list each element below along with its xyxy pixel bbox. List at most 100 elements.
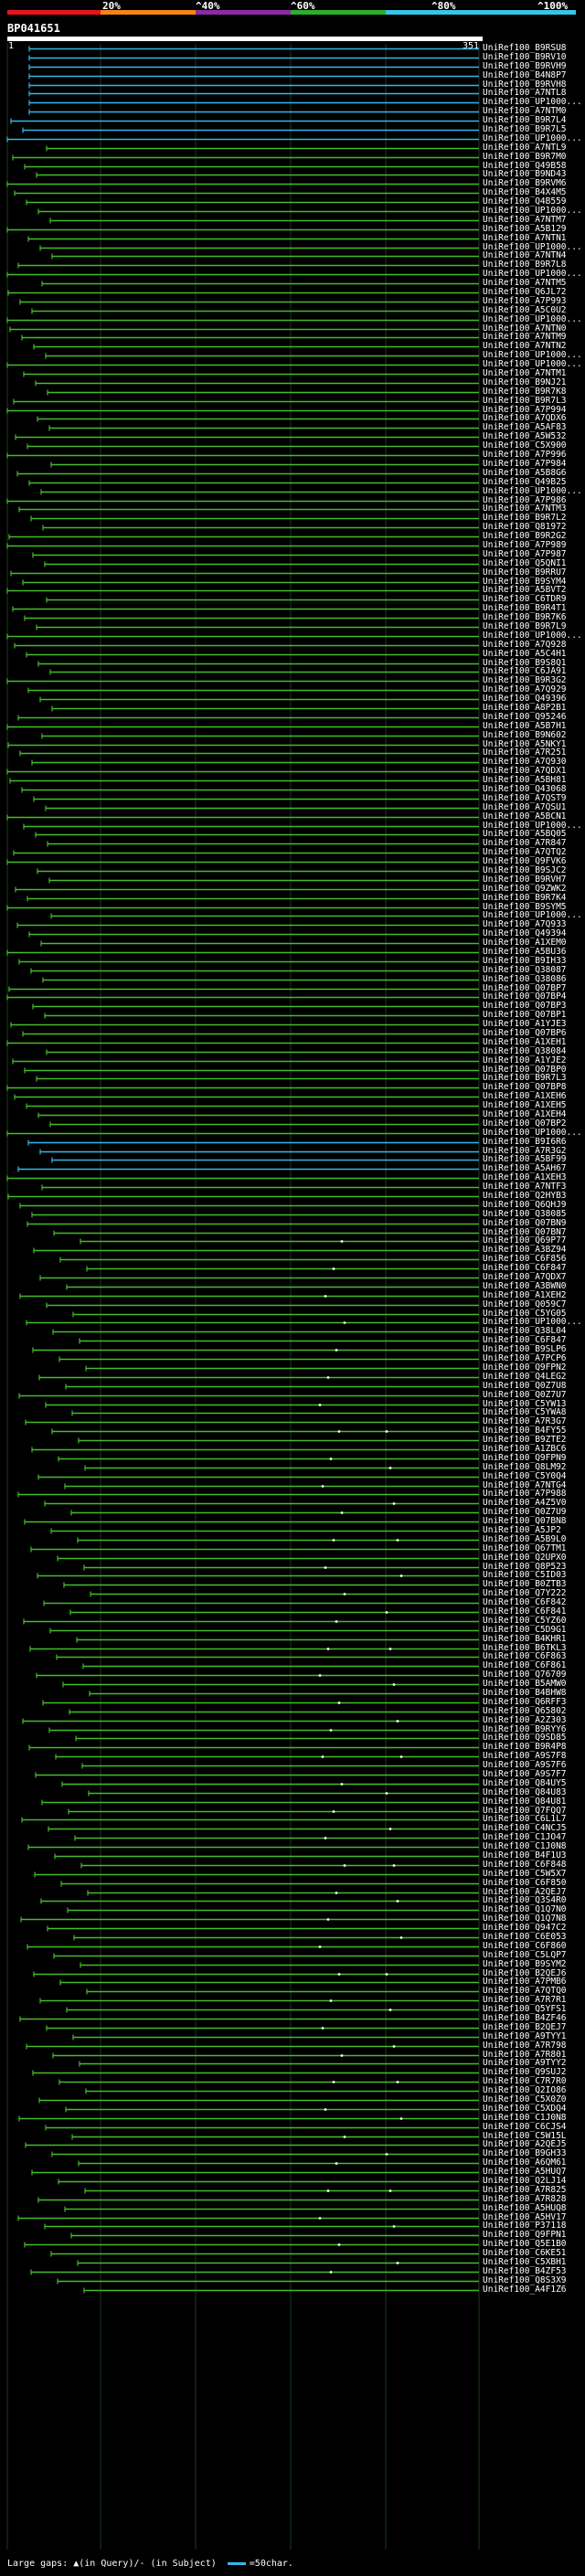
hit-label[interactable]: UniRef100_A7R828 xyxy=(483,2194,567,2204)
hit-label[interactable]: UniRef100_Q8P523 xyxy=(483,1562,567,1572)
hit-label[interactable]: UniRef100_A7P986 xyxy=(483,495,567,505)
hit-label[interactable]: UniRef100_Q5E1B0 xyxy=(483,2239,567,2249)
hit-label[interactable]: UniRef100_UP1000... xyxy=(483,206,582,216)
hit-label[interactable]: UniRef100_A7NTL8 xyxy=(483,88,567,98)
hit-label[interactable]: UniRef100_Q7Y222 xyxy=(483,1588,567,1598)
hit-label[interactable]: UniRef100_Q49B25 xyxy=(483,477,567,487)
hit-label[interactable]: UniRef100_Q07BP8 xyxy=(483,1082,567,1092)
hit-label[interactable]: UniRef100_Q8S3X9 xyxy=(483,2275,567,2285)
hit-label[interactable]: UniRef100_Q6QHJ9 xyxy=(483,1200,567,1210)
hit-label[interactable]: UniRef100_C5YWA8 xyxy=(483,1407,567,1417)
hit-label[interactable]: UniRef100_C6JA91 xyxy=(483,666,567,676)
hit-label[interactable]: UniRef100_A7QST9 xyxy=(483,793,567,803)
hit-label[interactable]: UniRef100_B9R7L5 xyxy=(483,124,567,134)
hit-label[interactable]: UniRef100_A7R3G7 xyxy=(483,1416,567,1426)
hit-label[interactable]: UniRef100_Q9FPN1 xyxy=(483,2230,567,2240)
hit-label[interactable]: UniRef100_Q07BP6 xyxy=(483,1028,567,1038)
hit-label[interactable]: UniRef100_B9I6R6 xyxy=(483,1137,567,1147)
hit-label[interactable]: UniRef100_B4ZF46 xyxy=(483,2013,567,2023)
hit-label[interactable]: UniRef100_A7QSU1 xyxy=(483,802,567,812)
hit-label[interactable]: UniRef100_B9R7L8 xyxy=(483,260,567,270)
hit-label[interactable]: UniRef100_A1XEM0 xyxy=(483,938,567,948)
hit-label[interactable]: UniRef100_Q6JL72 xyxy=(483,287,567,297)
hit-label[interactable]: UniRef100_C5X900 xyxy=(483,440,567,451)
hit-label[interactable]: UniRef100_A7P989 xyxy=(483,540,567,550)
hit-label[interactable]: UniRef100_C5W15L xyxy=(483,2131,567,2141)
hit-label[interactable]: UniRef100_UP1000... xyxy=(483,910,582,920)
hit-label[interactable]: UniRef100_B9IH33 xyxy=(483,956,567,966)
hit-label[interactable]: UniRef100_A7P994 xyxy=(483,405,567,415)
hit-label[interactable]: UniRef100_C5YW13 xyxy=(483,1399,567,1409)
hit-label[interactable]: UniRef100_C5D9G1 xyxy=(483,1625,567,1635)
hit-label[interactable]: UniRef100_B6TKL3 xyxy=(483,1643,567,1653)
hit-label[interactable]: UniRef100_Q3S4R0 xyxy=(483,1895,567,1905)
hit-label[interactable]: UniRef100_A7QDX1 xyxy=(483,766,567,776)
hit-label[interactable]: UniRef100_A5BU36 xyxy=(483,947,567,957)
hit-label[interactable]: UniRef100_A5JP2 xyxy=(483,1525,561,1535)
hit-label[interactable]: UniRef100_Q947C2 xyxy=(483,1923,567,1933)
hit-label[interactable]: UniRef100_A1XEH2 xyxy=(483,1290,567,1300)
hit-label[interactable]: UniRef100_C6F856 xyxy=(483,1254,567,1264)
hit-label[interactable]: UniRef100_B9ND43 xyxy=(483,169,567,179)
hit-label[interactable]: UniRef100_A5B8G6 xyxy=(483,468,567,478)
hit-label[interactable]: UniRef100_UP1000... xyxy=(483,486,582,496)
hit-label[interactable]: UniRef100_A1XEH6 xyxy=(483,1091,567,1101)
hit-label[interactable]: UniRef100_Q2UPX0 xyxy=(483,1553,567,1563)
hit-label[interactable]: UniRef100_A5C4H1 xyxy=(483,649,567,659)
hit-label[interactable]: UniRef100_Q5YFS1 xyxy=(483,2004,567,2014)
hit-label[interactable]: UniRef100_C5W5X7 xyxy=(483,1869,567,1879)
hit-label[interactable]: UniRef100_B4X4M5 xyxy=(483,187,567,197)
hit-label[interactable]: UniRef100_Q38085 xyxy=(483,1209,567,1219)
hit-label[interactable]: UniRef100_A5HV17 xyxy=(483,2212,567,2222)
hit-label[interactable]: UniRef100_Q65802 xyxy=(483,1706,567,1716)
hit-label[interactable]: UniRef100_Q9FPN2 xyxy=(483,1362,567,1373)
hit-label[interactable]: UniRef100_C6F860 xyxy=(483,1941,567,1951)
hit-label[interactable]: UniRef100_C6F847 xyxy=(483,1263,567,1273)
hit-label[interactable]: UniRef100_UP1000... xyxy=(483,350,582,360)
hit-label[interactable]: UniRef100_A5HUQ7 xyxy=(483,2167,567,2177)
hit-label[interactable]: UniRef100_A5W532 xyxy=(483,431,567,441)
hit-label[interactable]: UniRef100_B9SJC2 xyxy=(483,865,567,875)
hit-label[interactable]: UniRef100_Q5QNI1 xyxy=(483,558,567,568)
hit-label[interactable]: UniRef100_A5AF83 xyxy=(483,422,567,432)
hit-label[interactable]: UniRef100_A8P2B1 xyxy=(483,703,567,713)
hit-label[interactable]: UniRef100_UP1000... xyxy=(483,133,582,143)
hit-label[interactable]: UniRef100_A5BVT2 xyxy=(483,585,567,595)
hit-label[interactable]: UniRef100_B9RRU7 xyxy=(483,567,567,578)
hit-label[interactable]: UniRef100_C5YZ60 xyxy=(483,1616,567,1626)
hit-label[interactable]: UniRef100_A7QTQ0 xyxy=(483,1986,567,1996)
hit-label[interactable]: UniRef100_A7NTM0 xyxy=(483,106,567,116)
hit-label[interactable]: UniRef100_Q07BP0 xyxy=(483,1065,567,1075)
hit-label[interactable]: UniRef100_A7QTQ2 xyxy=(483,847,567,857)
hit-label[interactable]: UniRef100_Q7FQQ7 xyxy=(483,1806,567,1816)
hit-label[interactable]: UniRef100_A5BF99 xyxy=(483,1154,567,1164)
hit-label[interactable]: UniRef100_Q76709 xyxy=(483,1670,567,1680)
hit-label[interactable]: UniRef100_A5BQ05 xyxy=(483,829,567,839)
hit-label[interactable]: UniRef100_C1J0N8 xyxy=(483,1841,567,1851)
hit-label[interactable]: UniRef100_A7Q928 xyxy=(483,640,567,650)
hit-label[interactable]: UniRef100_A7NTN1 xyxy=(483,233,567,243)
hit-label[interactable]: UniRef100_C5YG05 xyxy=(483,1309,567,1319)
hit-label[interactable]: UniRef100_B9R2G2 xyxy=(483,531,567,541)
hit-label[interactable]: UniRef100_Q49B58 xyxy=(483,161,567,171)
hit-label[interactable]: UniRef100_Q2IO86 xyxy=(483,2085,567,2095)
hit-label[interactable]: UniRef100_C6TDR9 xyxy=(483,594,567,604)
hit-label[interactable]: UniRef100_A7Q933 xyxy=(483,919,567,929)
hit-label[interactable]: UniRef100_A9TYY1 xyxy=(483,2031,567,2041)
hit-label[interactable]: UniRef100_C6KE51 xyxy=(483,2248,567,2258)
hit-label[interactable]: UniRef100_A7Q929 xyxy=(483,684,567,694)
hit-label[interactable]: UniRef100_Q49396 xyxy=(483,694,567,704)
hit-label[interactable]: UniRef100_Q43068 xyxy=(483,784,567,794)
hit-label[interactable]: UniRef100_B9R7K4 xyxy=(483,893,567,903)
hit-label[interactable]: UniRef100_B9RSU8 xyxy=(483,43,567,53)
hit-label[interactable]: UniRef100_C4NCJ5 xyxy=(483,1823,567,1833)
hit-label[interactable]: UniRef100_C6L1L7 xyxy=(483,1814,567,1824)
hit-label[interactable]: UniRef100_UP1000... xyxy=(483,821,582,831)
hit-label[interactable]: UniRef100_B5AMW0 xyxy=(483,1679,567,1689)
hit-label[interactable]: UniRef100_Q07BP2 xyxy=(483,1118,567,1129)
hit-label[interactable]: UniRef100_B9R7L3 xyxy=(483,396,567,406)
hit-label[interactable]: UniRef100_C6F848 xyxy=(483,1860,567,1870)
hit-label[interactable]: UniRef100_B9R3G2 xyxy=(483,675,567,685)
hit-label[interactable]: UniRef100_Q9FPN9 xyxy=(483,1453,567,1463)
hit-label[interactable]: UniRef100_C5XBH1 xyxy=(483,2257,567,2267)
